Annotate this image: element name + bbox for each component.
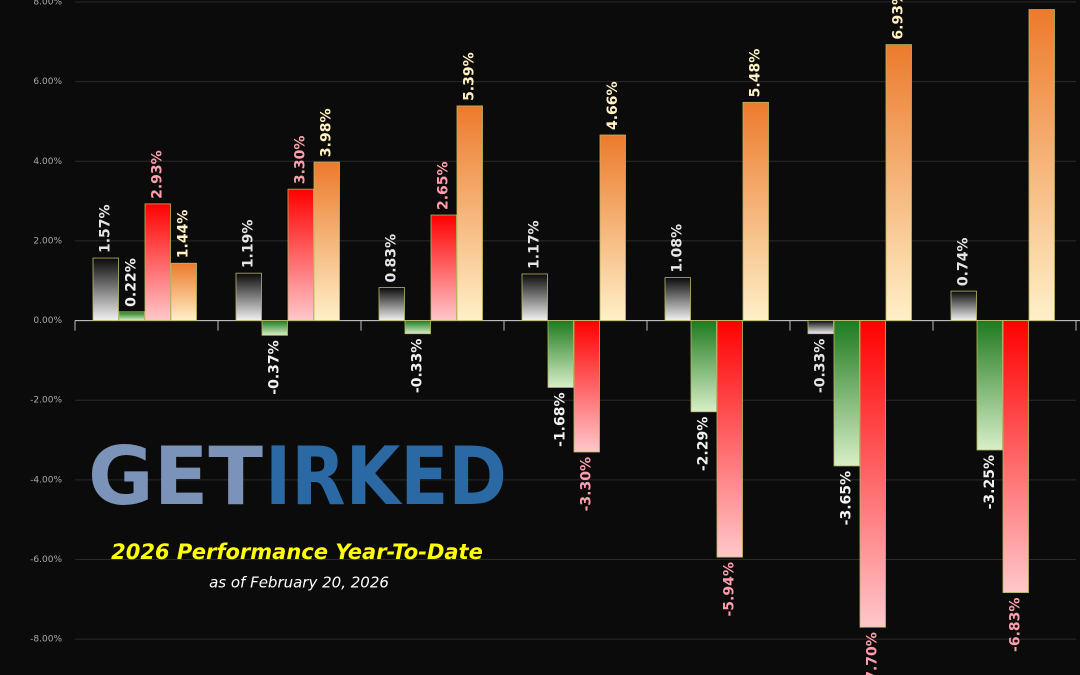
value-label: 4.66% <box>605 81 621 130</box>
value-label: -6.83% <box>1008 598 1024 652</box>
y-tick-label: -4.00% <box>30 475 62 485</box>
bar <box>521 273 548 321</box>
bar <box>430 214 457 321</box>
value-label: -1.68% <box>553 392 569 446</box>
value-label: 3.98% <box>319 109 335 158</box>
bar <box>664 277 691 321</box>
bar <box>573 320 600 453</box>
bar <box>144 203 171 321</box>
bar <box>885 44 912 321</box>
bar <box>170 262 197 321</box>
value-label: 1.17% <box>527 220 543 269</box>
value-label: -5.94% <box>722 562 738 616</box>
bar <box>287 188 314 321</box>
value-label: 1.57% <box>98 204 114 253</box>
y-tick-label: -2.00% <box>30 396 62 406</box>
bar <box>261 320 288 336</box>
bar <box>690 320 717 413</box>
bar <box>404 320 431 335</box>
value-label: 2.65% <box>436 161 452 210</box>
bar <box>313 161 340 321</box>
value-label: -0.37% <box>267 340 283 394</box>
bar <box>378 287 405 321</box>
y-tick-label: 6.00% <box>33 77 62 87</box>
value-label: -3.65% <box>839 471 855 525</box>
y-tick-label: 4.00% <box>33 157 62 167</box>
bar <box>742 101 769 321</box>
value-label: 0.83% <box>384 234 400 283</box>
value-label: -0.33% <box>813 339 829 393</box>
logo-right: IRKED <box>265 430 507 523</box>
bar <box>235 272 262 321</box>
logo-left: GET <box>88 430 263 523</box>
value-label: 5.39% <box>462 52 478 101</box>
value-label: 0.22% <box>124 258 140 307</box>
value-label: -7.70% <box>865 632 881 675</box>
bar <box>833 320 860 467</box>
y-tick-label: 2.00% <box>33 236 62 246</box>
y-tick-label: 8.00% <box>33 0 62 7</box>
bar <box>950 290 977 321</box>
bar <box>547 320 574 388</box>
y-tick-label: -8.00% <box>30 635 62 645</box>
value-label: 2.93% <box>150 150 166 199</box>
value-label: -3.25% <box>982 455 998 509</box>
value-label: 1.08% <box>670 224 686 273</box>
bar <box>807 320 834 335</box>
value-label: 6.93% <box>891 0 907 40</box>
value-label: 3.30% <box>293 136 309 185</box>
bar <box>1002 320 1029 593</box>
value-label: -2.29% <box>696 417 712 471</box>
value-label: 5.48% <box>748 49 764 98</box>
bar <box>118 311 145 321</box>
bar <box>716 320 743 558</box>
value-label: 1.19% <box>241 220 257 269</box>
y-tick-label: 0.00% <box>33 316 62 326</box>
chart-title: 2026 Performance Year-To-Date <box>111 540 483 564</box>
value-label: -0.33% <box>410 339 426 393</box>
bar <box>92 257 119 321</box>
bar <box>859 320 886 628</box>
y-tick-label: -6.00% <box>30 555 62 565</box>
bar <box>456 105 483 321</box>
value-label: -3.30% <box>579 457 595 511</box>
bar <box>976 320 1003 451</box>
bar <box>1028 9 1055 321</box>
bar <box>599 134 626 321</box>
value-label: 1.44% <box>176 210 192 259</box>
chart-subtitle: as of February 20, 2026 <box>209 574 389 592</box>
value-label: 0.74% <box>956 238 972 287</box>
